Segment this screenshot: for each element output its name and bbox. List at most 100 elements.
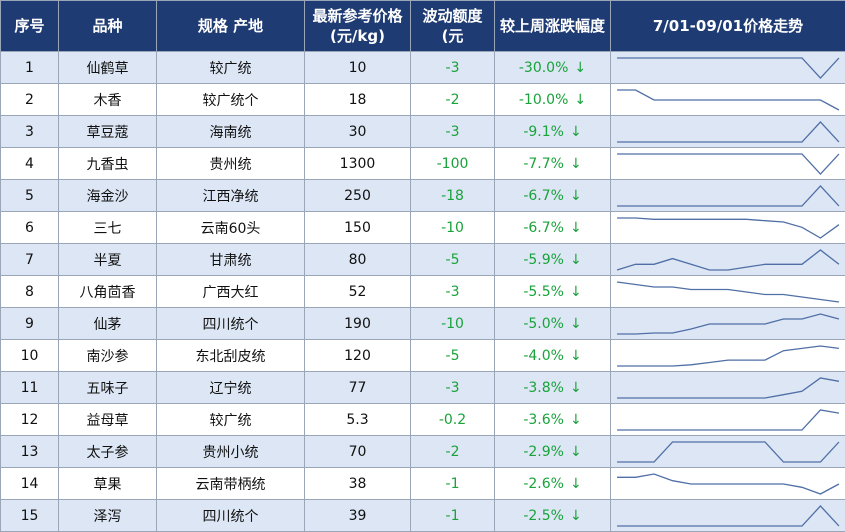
sparkline-chart bbox=[617, 440, 840, 463]
cell-spec: 云南60头 bbox=[156, 211, 305, 244]
cell-price: 38 bbox=[304, 467, 411, 500]
cell-trend bbox=[610, 403, 845, 436]
cell-pct: -6.7% ↓ bbox=[494, 179, 611, 212]
cell-pct: -30.0% ↓ bbox=[494, 51, 611, 84]
cell-pct: -2.5% ↓ bbox=[494, 499, 611, 532]
cell-change: -1 bbox=[410, 499, 495, 532]
cell-price: 10 bbox=[304, 51, 411, 84]
table-body: 1 仙鹤草 较广统 10 -3 -30.0% ↓ 2 木香 较广统个 18 -2 -10.0% ↓ 3 草豆蔻… bbox=[0, 51, 845, 532]
down-arrow-icon: ↓ bbox=[569, 219, 582, 236]
pct-value: -5.9% bbox=[523, 251, 564, 268]
cell-change: -2 bbox=[410, 435, 495, 468]
cell-pct: -3.8% ↓ bbox=[494, 371, 611, 404]
down-arrow-icon: ↓ bbox=[569, 315, 582, 332]
down-arrow-icon: ↓ bbox=[569, 443, 582, 460]
header-price-unit: (元/kg) bbox=[330, 27, 385, 45]
cell-pct: -2.6% ↓ bbox=[494, 467, 611, 500]
sparkline-series bbox=[617, 504, 840, 527]
cell-trend bbox=[610, 371, 845, 404]
cell-spec: 贵州小统 bbox=[156, 435, 305, 468]
pct-value: -2.5% bbox=[523, 507, 564, 524]
sparkline-chart bbox=[617, 408, 840, 431]
cell-pct: -5.5% ↓ bbox=[494, 275, 611, 308]
sparkline-chart bbox=[616, 280, 840, 303]
sparkline-chart bbox=[617, 472, 840, 495]
cell-variety: 仙鹤草 bbox=[58, 51, 157, 84]
table-row: 12 益母草 较广统 5.3 -0.2 -3.6% ↓ bbox=[0, 403, 845, 436]
sparkline-series bbox=[617, 440, 840, 463]
cell-index: 1 bbox=[0, 51, 59, 84]
cell-variety: 太子参 bbox=[58, 435, 157, 468]
cell-index: 13 bbox=[0, 435, 59, 468]
cell-price: 70 bbox=[304, 435, 411, 468]
cell-price: 80 bbox=[304, 243, 411, 276]
cell-index: 12 bbox=[0, 403, 59, 436]
cell-change: -18 bbox=[410, 179, 495, 212]
sparkline-series bbox=[617, 152, 840, 175]
cell-change: -1 bbox=[410, 467, 495, 500]
down-arrow-icon: ↓ bbox=[569, 379, 582, 396]
cell-trend bbox=[610, 51, 845, 84]
header-index: 序号 bbox=[0, 0, 59, 52]
table-row: 4 九香虫 贵州统 1300 -100 -7.7% ↓ bbox=[0, 147, 845, 180]
down-arrow-icon: ↓ bbox=[569, 347, 582, 364]
cell-pct: -6.7% ↓ bbox=[494, 211, 611, 244]
cell-variety: 益母草 bbox=[58, 403, 157, 436]
cell-price: 77 bbox=[304, 371, 411, 404]
down-arrow-icon: ↓ bbox=[569, 187, 582, 204]
pct-value: -2.6% bbox=[523, 475, 564, 492]
cell-spec: 江西净统 bbox=[156, 179, 305, 212]
table-row: 3 草豆蔻 海南统 30 -3 -9.1% ↓ bbox=[0, 115, 845, 148]
cell-spec: 较广统 bbox=[156, 403, 305, 436]
cell-spec: 东北刮皮统 bbox=[156, 339, 305, 372]
cell-change: -2 bbox=[410, 83, 495, 116]
cell-variety: 九香虫 bbox=[58, 147, 157, 180]
cell-pct: -5.9% ↓ bbox=[494, 243, 611, 276]
down-arrow-icon: ↓ bbox=[569, 251, 582, 268]
header-price: 最新参考价格 (元/kg) bbox=[304, 0, 411, 52]
sparkline-chart bbox=[617, 344, 840, 367]
cell-price: 18 bbox=[304, 83, 411, 116]
cell-trend bbox=[610, 467, 845, 500]
cell-change: -100 bbox=[410, 147, 495, 180]
cell-trend bbox=[610, 435, 845, 468]
cell-index: 11 bbox=[0, 371, 59, 404]
pct-value: -6.7% bbox=[523, 219, 564, 236]
cell-price: 120 bbox=[304, 339, 411, 372]
cell-pct: -9.1% ↓ bbox=[494, 115, 611, 148]
cell-change: -3 bbox=[410, 371, 495, 404]
cell-spec: 甘肃统 bbox=[156, 243, 305, 276]
cell-spec: 广西大红 bbox=[156, 275, 305, 308]
cell-price: 5.3 bbox=[304, 403, 411, 436]
sparkline-chart bbox=[617, 216, 840, 239]
cell-change: -10 bbox=[410, 211, 495, 244]
pct-value: -30.0% bbox=[518, 59, 569, 76]
table-row: 9 仙茅 四川统个 190 -10 -5.0% ↓ bbox=[0, 307, 845, 340]
cell-index: 14 bbox=[0, 467, 59, 500]
pct-value: -3.8% bbox=[523, 379, 564, 396]
cell-pct: -3.6% ↓ bbox=[494, 403, 611, 436]
down-arrow-icon: ↓ bbox=[569, 475, 582, 492]
down-arrow-icon: ↓ bbox=[569, 283, 582, 300]
cell-trend bbox=[610, 211, 845, 244]
cell-variety: 八角茴香 bbox=[58, 275, 157, 308]
cell-index: 8 bbox=[0, 275, 59, 308]
table-row: 13 太子参 贵州小统 70 -2 -2.9% ↓ bbox=[0, 435, 845, 468]
cell-spec: 海南统 bbox=[156, 115, 305, 148]
table-row: 10 南沙参 东北刮皮统 120 -5 -4.0% ↓ bbox=[0, 339, 845, 372]
sparkline-chart bbox=[617, 120, 840, 143]
cell-variety: 半夏 bbox=[58, 243, 157, 276]
cell-price: 150 bbox=[304, 211, 411, 244]
pct-value: -7.7% bbox=[523, 155, 564, 172]
cell-index: 15 bbox=[0, 499, 59, 532]
cell-index: 5 bbox=[0, 179, 59, 212]
sparkline-series bbox=[617, 120, 840, 143]
cell-spec: 较广统 bbox=[156, 51, 305, 84]
cell-variety: 三七 bbox=[58, 211, 157, 244]
table-row: 2 木香 较广统个 18 -2 -10.0% ↓ bbox=[0, 83, 845, 116]
cell-price: 190 bbox=[304, 307, 411, 340]
header-spec: 规格 产地 bbox=[156, 0, 305, 52]
pct-value: -2.9% bbox=[523, 443, 564, 460]
table-row: 1 仙鹤草 较广统 10 -3 -30.0% ↓ bbox=[0, 51, 845, 84]
down-arrow-icon: ↓ bbox=[569, 123, 582, 140]
